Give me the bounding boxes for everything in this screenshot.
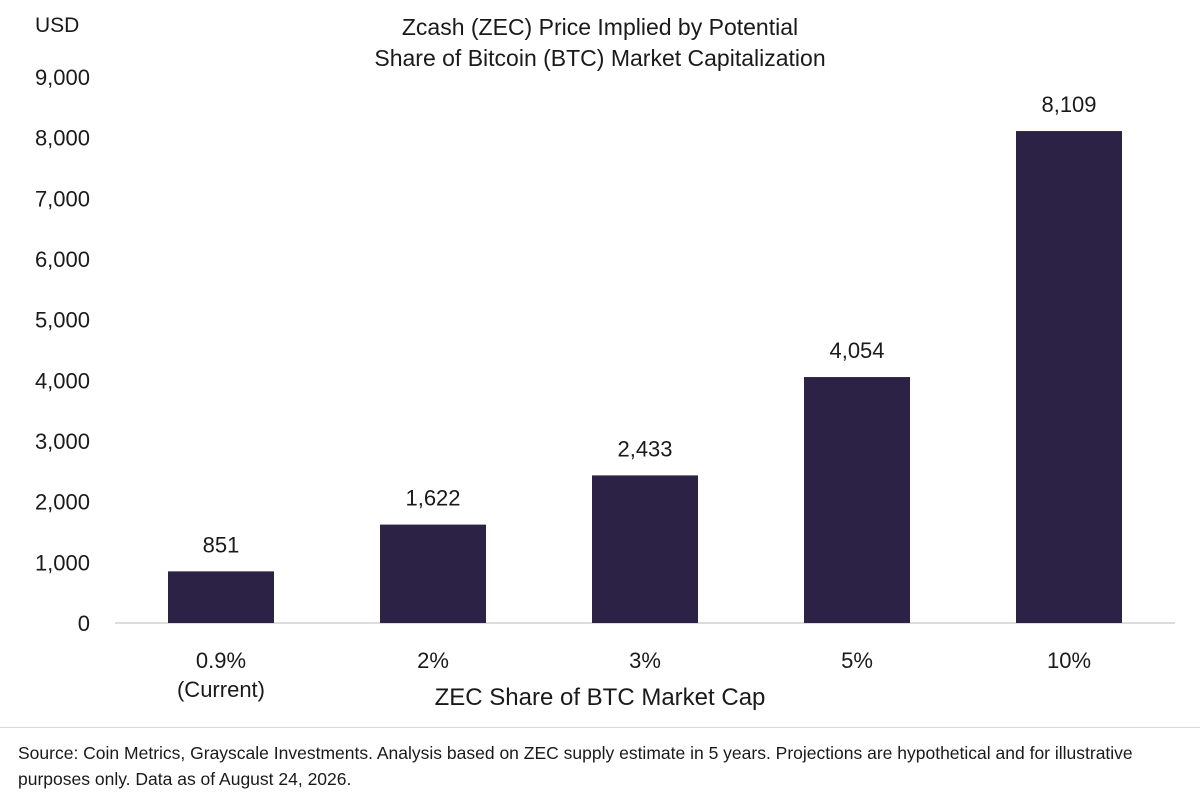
data-label: 2,433 [617, 436, 672, 461]
data-label: 4,054 [829, 338, 884, 363]
y-tick-label: 2,000 [35, 490, 90, 515]
footer-divider [0, 727, 1200, 728]
x-axis-title: ZEC Share of BTC Market Cap [434, 684, 766, 711]
chart-title-line-2: Share of Bitcoin (BTC) Market Capitaliza… [374, 45, 826, 71]
y-tick-label: 4,000 [35, 368, 90, 393]
x-tick-label: 3% [629, 648, 661, 673]
x-tick-sublabel: (Current) [177, 677, 265, 702]
y-tick-label: 3,000 [35, 429, 90, 454]
chart-plot-area: 0 1,000 2,000 3,000 4,000 5,000 6,000 7,000 8,00… [35, 65, 1175, 702]
y-tick-label: 0 [78, 611, 90, 636]
x-tick-label: 5% [841, 648, 873, 673]
bar [592, 475, 698, 623]
data-label: 851 [203, 532, 240, 557]
x-tick-label: 2% [417, 648, 449, 673]
y-tick-label: 9,000 [35, 65, 90, 90]
y-axis-unit-label: USD [35, 14, 80, 37]
chart-title-line-1: Zcash (ZEC) Price Implied by Potential [401, 14, 799, 40]
x-tick-label: 0.9% [196, 648, 246, 673]
y-tick-label: 8,000 [35, 126, 90, 151]
bar [804, 377, 910, 623]
x-tick-label: 10% [1047, 648, 1091, 673]
data-label: 8,109 [1041, 92, 1096, 117]
source-note: Source: Coin Metrics, Grayscale Investme… [18, 743, 1133, 789]
data-label: 1,622 [405, 486, 460, 511]
bar [380, 524, 486, 623]
y-tick-label: 1,000 [35, 550, 90, 575]
bar [1016, 131, 1122, 623]
bar [168, 571, 274, 623]
y-tick-label: 5,000 [35, 308, 90, 333]
y-tick-label: 6,000 [35, 247, 90, 272]
y-tick-label: 7,000 [35, 186, 90, 211]
